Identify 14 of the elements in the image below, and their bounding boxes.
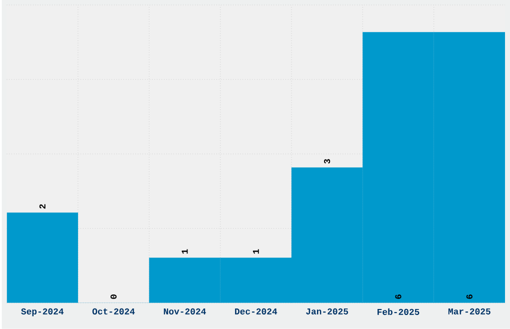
data-label: 1 xyxy=(252,249,259,254)
data-label: 6 xyxy=(466,294,472,299)
data-label: 3 xyxy=(324,159,330,164)
x-tick-label: Sep-2024 xyxy=(21,308,64,316)
x-tick-label: Nov-2024 xyxy=(164,308,206,315)
x-tick-label: Feb-2025 xyxy=(378,308,420,316)
data-label: 6 xyxy=(395,294,402,299)
x-tick-label: Oct-2024 xyxy=(92,308,135,315)
x-tick-label: Mar-2025 xyxy=(448,308,490,315)
x-tick-label: Jan-2025 xyxy=(306,308,348,315)
x-tick-label: Dec-2024 xyxy=(235,308,278,315)
data-label: 0 xyxy=(110,294,117,299)
data-label: 2 xyxy=(39,204,46,209)
data-label: 1 xyxy=(182,249,188,254)
